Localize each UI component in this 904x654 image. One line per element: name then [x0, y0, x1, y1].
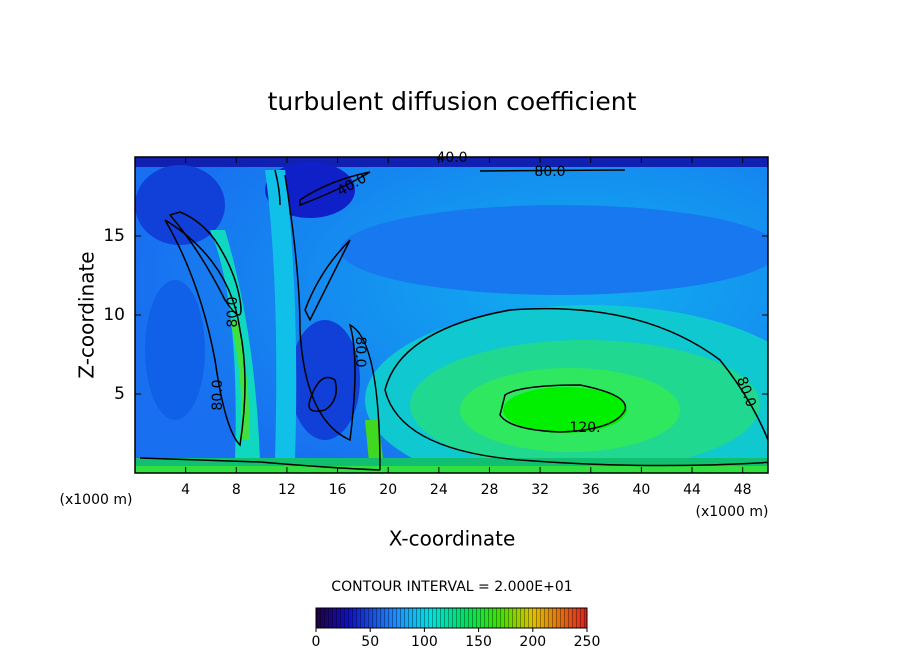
field-region — [230, 320, 250, 440]
contour-label: 80.0 — [352, 336, 368, 367]
field-region — [145, 280, 205, 420]
field-region — [503, 387, 627, 433]
field-region — [265, 170, 297, 460]
x-unit-label: (x1000 m) — [60, 492, 133, 508]
contour-line — [284, 174, 381, 471]
x-tick-label: 24 — [430, 482, 448, 498]
contour-line — [384, 307, 768, 467]
contour-line — [274, 169, 281, 206]
y-tick-label: 10 — [103, 305, 125, 325]
colorbar-tick-label: 0 — [312, 634, 321, 650]
field-region — [135, 466, 768, 473]
field-region — [135, 157, 768, 167]
field-region — [135, 165, 225, 245]
contour-line — [479, 169, 626, 172]
contour-label: 120. — [569, 420, 600, 436]
x-tick-label: 12 — [278, 482, 296, 498]
colorbar-stripes — [316, 608, 587, 628]
x-tick-label: 36 — [582, 482, 600, 498]
y-tick-label: 5 — [114, 384, 125, 404]
contour-label: 80.0 — [210, 379, 226, 410]
x-tick-label: 48 — [734, 482, 752, 498]
x-tick-label: 16 — [329, 482, 347, 498]
x-tick-label: 28 — [481, 482, 499, 498]
x-axis-label: X-coordinate — [389, 527, 516, 551]
field-region — [340, 205, 768, 295]
colorbar-tick-label: 250 — [574, 634, 601, 650]
field-region — [290, 320, 360, 440]
colorbar-tick-label: 150 — [465, 634, 492, 650]
contour-line — [168, 211, 242, 316]
contour-lines — [139, 169, 768, 471]
contour-label: 80.0 — [534, 164, 565, 180]
x-tick-label: 4 — [181, 482, 190, 498]
contour-line — [139, 457, 381, 471]
colorbar-tick-label: 200 — [519, 634, 546, 650]
x-tick-label: 32 — [531, 482, 549, 498]
contour-label: 80.0 — [225, 296, 241, 327]
y-axis-label: Z-coordinate — [75, 251, 99, 378]
x-tick-label: 40 — [632, 482, 650, 498]
x-tick-label: 8 — [232, 482, 241, 498]
colorbar-tick-label: 100 — [411, 634, 438, 650]
contour-line — [304, 239, 351, 322]
contour-line — [499, 384, 627, 433]
contour-field — [135, 157, 768, 473]
contour-line — [299, 171, 371, 207]
y-tick-label: 15 — [103, 226, 125, 246]
colorbar-tick-label: 50 — [361, 634, 379, 650]
contour-label: 40.0 — [436, 150, 467, 166]
x-tick-label: 44 — [683, 482, 701, 498]
x-tick-label: 20 — [379, 482, 397, 498]
contour-interval: CONTOUR INTERVAL = 2.000E+01 — [331, 579, 572, 595]
contour-line — [308, 376, 337, 412]
x-unit-label: (x1000 m) — [696, 504, 769, 520]
chart-title: turbulent diffusion coefficient — [268, 87, 637, 116]
contour-line — [164, 219, 246, 447]
